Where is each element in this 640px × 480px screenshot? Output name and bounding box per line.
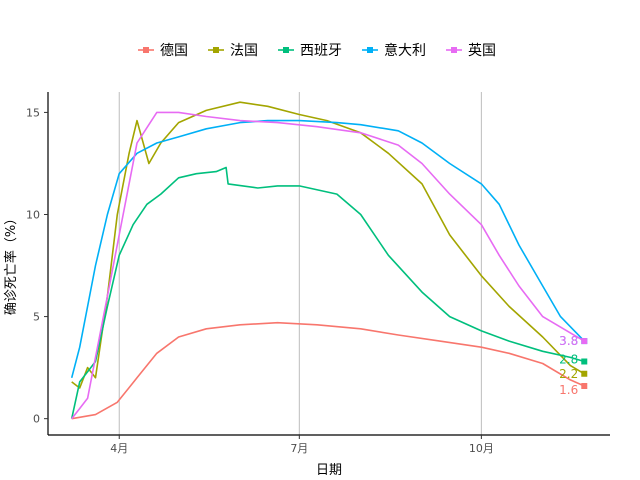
legend-item: 法国 [208,43,258,59]
legend-item: 西班牙 [278,43,342,59]
series-end-marker [581,383,588,389]
legend-label: 意大利 [384,42,426,59]
series-line-4 [71,111,585,420]
legend-label: 法国 [230,43,258,59]
y-tick-label: 5 [33,311,40,324]
x-tick-label: 7月 [290,442,308,455]
legend-swatch-marker [213,47,219,53]
series-end-marker [581,338,588,345]
legend-label: 英国 [468,42,496,59]
series-end-label: 2.2 [559,367,578,381]
x-tick-label: 4月 [110,442,128,455]
legend-label: 西班牙 [300,43,342,59]
legend-item: 意大利 [362,42,426,59]
legend-swatch-marker [367,47,373,53]
series-line-0 [71,321,585,420]
y-tick-label: 0 [33,413,40,426]
series-layer [70,101,588,420]
y-axis-ticks: 0 5 10 15 [26,106,48,426]
y-axis-title: 确诊死亡率（%） [3,212,19,315]
legend-swatch-marker [451,47,457,53]
series-line-3 [70,119,585,379]
legend: 德国 法国 西班牙 意大利 英国 [138,42,496,59]
x-axis-ticks: 4月 7月 10月 [110,435,494,455]
legend-swatch-marker [283,47,289,53]
series-end-label: 3.8 [559,334,578,348]
legend-item: 英国 [446,42,496,59]
series-end-label: 3.8 [559,334,578,348]
y-tick-label: 15 [26,106,40,119]
series-end-marker [581,358,588,365]
x-tick-label: 10月 [469,442,494,455]
end-labels: 1.62.22.83.83.8 [559,334,578,397]
series-end-label: 2.8 [559,353,578,367]
series-end-marker [581,370,588,377]
series-line-1 [71,101,585,389]
legend-swatch-marker [143,47,149,53]
y-tick-label: 10 [26,209,40,222]
legend-item: 德国 [138,43,188,59]
grid-lines [118,92,482,435]
x-axis-title: 日期 [316,463,342,478]
series-end-label: 1.6 [559,383,578,397]
series-line-2 [70,166,585,419]
legend-label: 德国 [160,43,188,59]
